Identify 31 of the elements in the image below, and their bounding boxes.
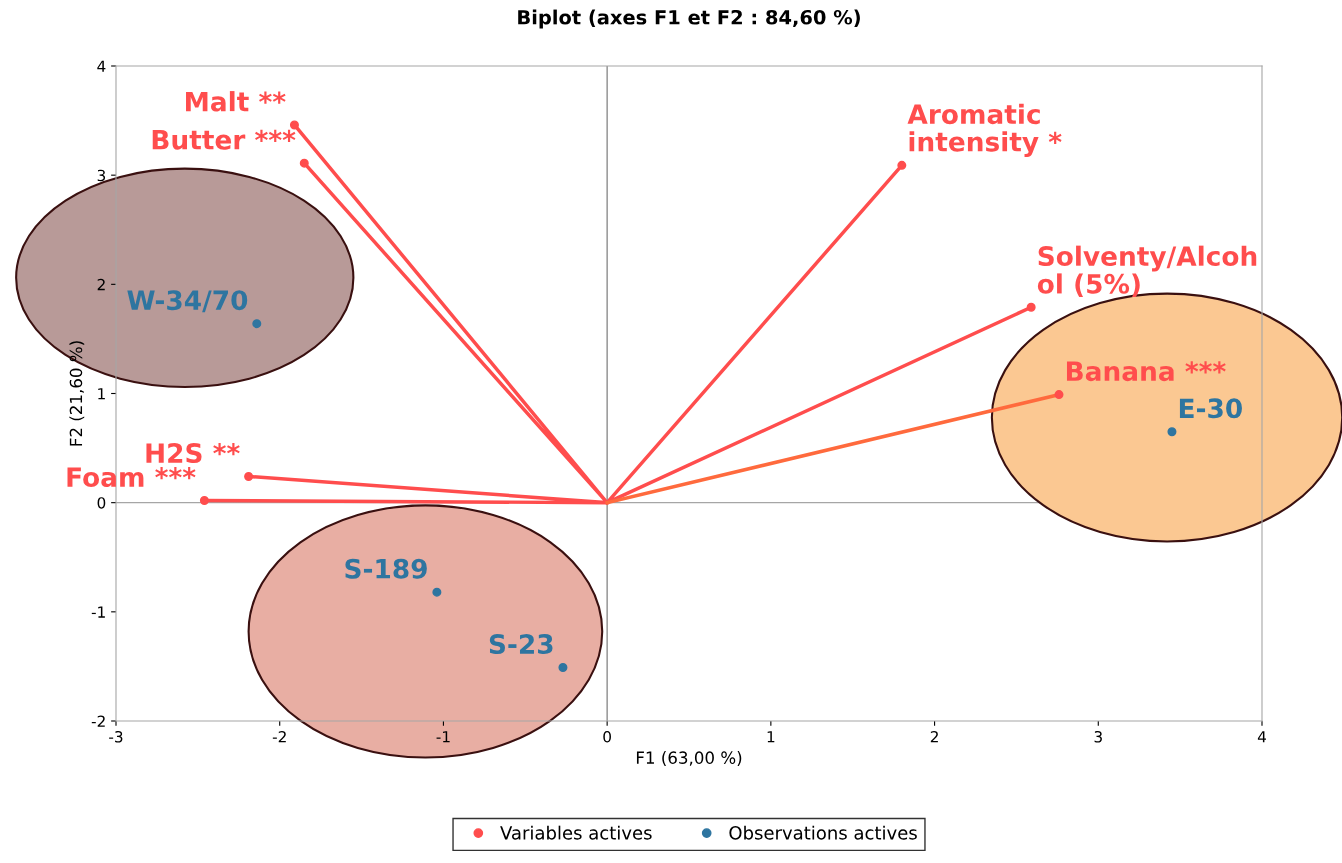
x-tick-label: 3	[1094, 730, 1102, 743]
y-tick-label: 2	[97, 278, 105, 291]
x-tick-label: 1	[767, 731, 775, 743]
annotation: Foam ***	[67, 467, 196, 488]
annotation: S-189	[345, 558, 427, 579]
y-tick-label: 4	[97, 60, 106, 72]
x-tick-label: 2	[930, 730, 938, 743]
annotation: Solventy/Alcoh ol (5%)	[1037, 245, 1257, 297]
y-tick-label: -2	[91, 715, 105, 727]
y-tick-label: 3	[97, 169, 106, 182]
annotation: E-30	[1179, 398, 1242, 419]
annotation: H2S **	[146, 443, 240, 464]
x-axis-title: F1 (63,00 %)	[636, 751, 742, 766]
y-tick-label: 1	[98, 388, 105, 400]
annotation: S-23	[489, 634, 553, 655]
x-tick-label: 0	[603, 730, 611, 743]
legend-label: Variables actives	[500, 825, 652, 840]
x-tick-label: 4	[1257, 731, 1266, 743]
x-tick-label: -2	[272, 730, 286, 743]
y-tick-label: 0	[97, 497, 106, 509]
annotation: Aromatic intensity *	[907, 103, 1062, 158]
y-tick-label: -1	[91, 606, 105, 618]
annotation: Butter ***	[152, 129, 296, 150]
y-axis-title: F2 (21,60 %)	[69, 341, 85, 446]
legend-label: Observations actives	[729, 825, 917, 840]
x-tick-label: -3	[109, 730, 123, 743]
annotation: Banana ***	[1066, 361, 1226, 382]
annotation: Malt **	[186, 91, 286, 112]
chart-title: Biplot (axes F1 et F2 : 84,60 %)	[518, 9, 860, 29]
annotation: W-34/70	[127, 290, 248, 313]
x-tick-label: -1	[436, 731, 450, 743]
